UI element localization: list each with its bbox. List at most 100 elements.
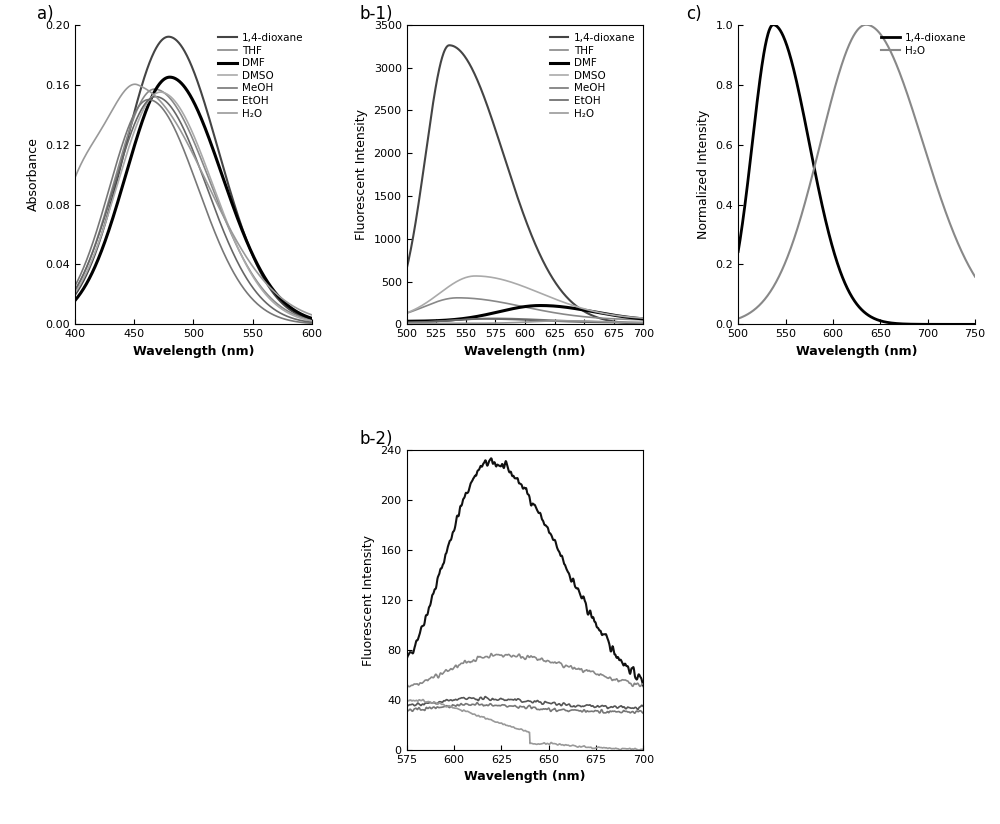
THF bbox=[210, 193, 222, 203]
THF bbox=[632, 315, 644, 325]
H₂O bbox=[129, 79, 141, 89]
H₂O bbox=[183, 142, 195, 152]
1,4-dioxane bbox=[443, 40, 455, 50]
THF bbox=[264, 292, 276, 302]
THF bbox=[182, 124, 194, 133]
MeOH bbox=[515, 314, 527, 324]
EtOH bbox=[264, 301, 276, 311]
DMSO bbox=[69, 288, 81, 297]
DMSO bbox=[529, 286, 541, 296]
Line: MeOH: MeOH bbox=[75, 100, 312, 323]
DMF bbox=[183, 89, 195, 99]
DMSO bbox=[306, 316, 318, 326]
EtOH bbox=[301, 316, 313, 326]
MeOH bbox=[210, 232, 222, 241]
1,4-dioxane bbox=[927, 320, 939, 330]
Line: 1,4-dioxane: 1,4-dioxane bbox=[407, 45, 643, 324]
1,4-dioxane bbox=[542, 265, 554, 275]
EtOH bbox=[182, 133, 194, 143]
Line: EtOH: EtOH bbox=[407, 319, 643, 323]
EtOH bbox=[150, 91, 162, 101]
DMF bbox=[198, 119, 210, 129]
1,4-dioxane bbox=[964, 320, 976, 330]
H₂O bbox=[874, 28, 886, 38]
Line: DMSO: DMSO bbox=[75, 92, 312, 321]
EtOH bbox=[514, 315, 526, 325]
DMSO bbox=[210, 190, 222, 199]
Legend: 1,4-dioxane, THF, DMF, DMSO, MeOH, EtOH, H₂O: 1,4-dioxane, THF, DMF, DMSO, MeOH, EtOH,… bbox=[547, 30, 638, 122]
H₂O bbox=[964, 263, 976, 273]
DMF bbox=[542, 301, 554, 311]
1,4-dioxane bbox=[515, 202, 527, 212]
H₂O bbox=[969, 272, 981, 282]
1,4-dioxane bbox=[306, 315, 318, 325]
EtOH bbox=[183, 137, 195, 147]
Line: DMSO: DMSO bbox=[407, 276, 643, 318]
1,4-dioxane bbox=[529, 239, 541, 249]
Line: H₂O: H₂O bbox=[407, 321, 643, 323]
THF bbox=[637, 315, 649, 325]
H₂O bbox=[301, 308, 313, 318]
MeOH bbox=[198, 198, 210, 208]
H₂O bbox=[513, 317, 525, 327]
1,4-dioxane bbox=[632, 319, 644, 329]
H₂O bbox=[557, 316, 569, 325]
Line: H₂O: H₂O bbox=[738, 25, 975, 319]
THF bbox=[148, 84, 160, 94]
MeOH bbox=[514, 314, 526, 324]
THF bbox=[306, 315, 318, 325]
H₂O bbox=[514, 317, 526, 327]
DMSO bbox=[637, 313, 649, 323]
DMF bbox=[632, 313, 644, 323]
DMSO bbox=[542, 292, 554, 302]
THF bbox=[529, 304, 541, 314]
THF bbox=[69, 286, 81, 296]
H₂O bbox=[198, 171, 210, 180]
1,4-dioxane bbox=[301, 313, 313, 323]
DMSO bbox=[182, 118, 194, 128]
DMF bbox=[514, 302, 526, 312]
DMSO bbox=[183, 121, 195, 131]
H₂O bbox=[632, 318, 644, 328]
1,4-dioxane bbox=[847, 293, 859, 303]
H₂O bbox=[182, 139, 194, 149]
MeOH bbox=[182, 156, 194, 166]
THF bbox=[515, 302, 527, 311]
DMSO bbox=[469, 271, 481, 281]
Text: a): a) bbox=[37, 5, 54, 23]
1,4-dioxane bbox=[264, 283, 276, 293]
Y-axis label: Absorbance: Absorbance bbox=[27, 138, 40, 212]
1,4-dioxane bbox=[210, 138, 222, 148]
H₂O bbox=[264, 282, 276, 292]
1,4-dioxane bbox=[861, 309, 873, 319]
MeOH bbox=[69, 281, 81, 291]
H₂O bbox=[860, 20, 872, 30]
DMSO bbox=[264, 293, 276, 303]
H₂O bbox=[732, 314, 744, 324]
MeOH bbox=[542, 315, 554, 325]
MeOH bbox=[264, 308, 276, 318]
1,4-dioxane bbox=[969, 320, 981, 330]
DMF bbox=[513, 302, 525, 312]
EtOH bbox=[69, 285, 81, 295]
X-axis label: Wavelength (nm): Wavelength (nm) bbox=[796, 344, 917, 358]
H₂O bbox=[210, 198, 222, 208]
DMSO bbox=[514, 280, 526, 290]
DMF bbox=[182, 87, 194, 96]
Line: H₂O: H₂O bbox=[75, 84, 312, 315]
1,4-dioxane bbox=[514, 198, 526, 208]
THF bbox=[542, 307, 554, 316]
DMF bbox=[301, 311, 313, 321]
Line: THF: THF bbox=[75, 89, 312, 320]
DMF bbox=[210, 154, 222, 164]
MeOH bbox=[595, 317, 607, 327]
H₂O bbox=[861, 20, 873, 30]
Line: 1,4-dioxane: 1,4-dioxane bbox=[738, 25, 975, 325]
X-axis label: Wavelength (nm): Wavelength (nm) bbox=[464, 344, 586, 358]
MeOH bbox=[637, 317, 649, 327]
H₂O bbox=[69, 173, 81, 183]
Line: THF: THF bbox=[407, 297, 643, 320]
1,4-dioxane bbox=[69, 290, 81, 300]
EtOH bbox=[306, 317, 318, 327]
EtOH bbox=[198, 174, 210, 184]
